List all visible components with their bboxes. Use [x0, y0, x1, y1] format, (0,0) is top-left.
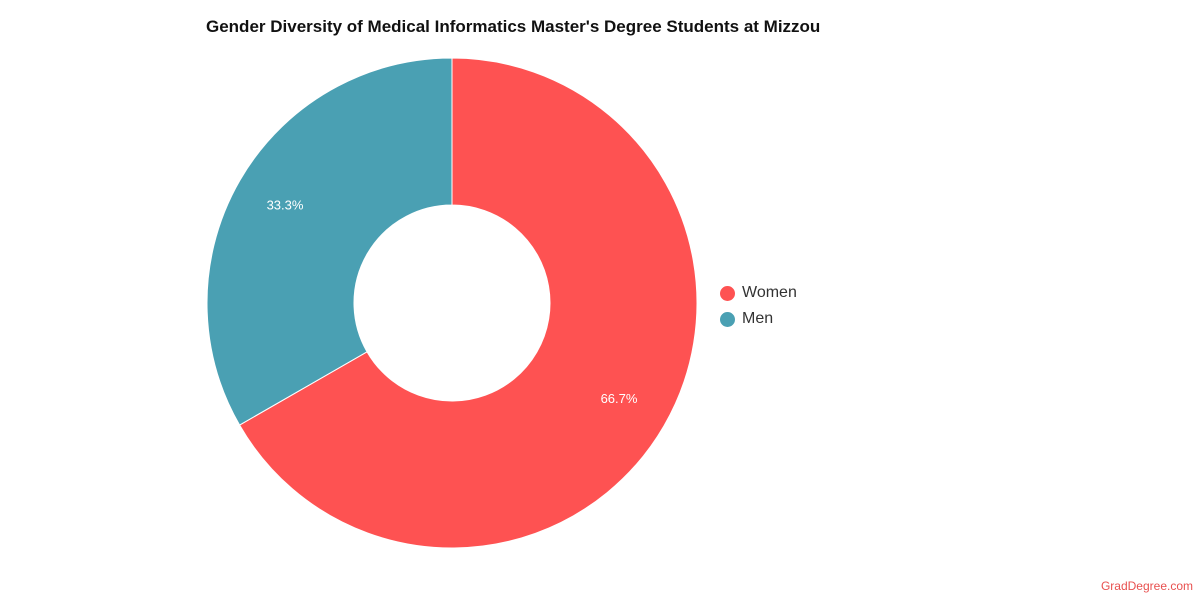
legend-label-men: Men [742, 310, 774, 327]
slice-men[interactable] [206, 57, 453, 426]
legend-label-women: Women [742, 284, 797, 301]
legend-item-men[interactable]: Men [720, 306, 797, 332]
slice-women[interactable] [238, 57, 698, 549]
legend: Women Men [720, 280, 797, 332]
data-label-men: 33.3% [267, 198, 304, 213]
legend-item-women[interactable]: Women [720, 280, 797, 306]
legend-swatch-women [720, 285, 735, 301]
data-label-women: 66.7% [601, 391, 638, 406]
source-credit[interactable]: GradDegree.com [1100, 579, 1193, 593]
chart-title: Gender Diversity of Medical Informatics … [206, 17, 821, 36]
legend-swatch-men [720, 311, 735, 327]
